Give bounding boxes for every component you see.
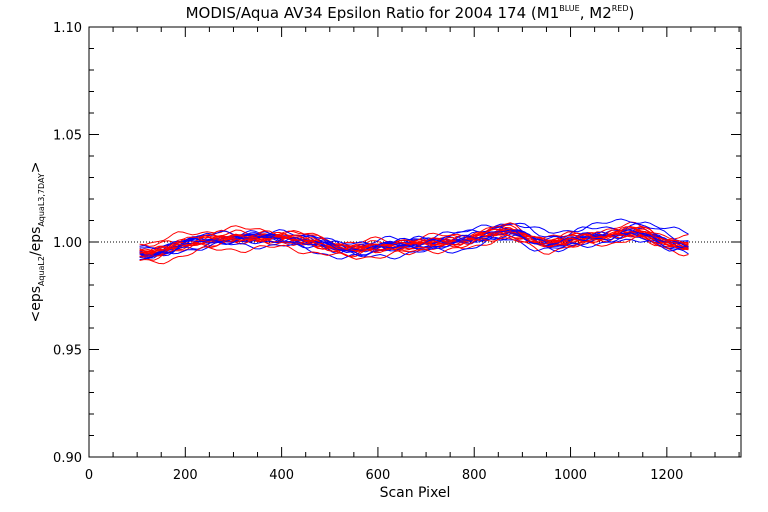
- x-axis-label: Scan Pixel: [380, 485, 451, 501]
- y-tick-label: 1.00: [53, 236, 82, 251]
- x-tick-labels: 0 200 400 600 800 1000 1200: [85, 468, 684, 483]
- series-line-m2-red: [139, 234, 689, 258]
- x-tick-label: 400: [269, 468, 294, 483]
- series-line-m1-blue: [139, 234, 689, 259]
- y-tick-label: 1.05: [53, 129, 82, 144]
- series-line-m1-blue: [139, 232, 689, 260]
- y-tick-label: 0.90: [53, 451, 82, 466]
- x-tick-label: 1200: [650, 468, 683, 483]
- title-end: ): [629, 4, 635, 22]
- chart-title: MODIS/Aqua AV34 Epsilon Ratio for 2004 1…: [186, 4, 635, 22]
- x-tick-label: 0: [85, 468, 93, 483]
- series-line-m2-red: [139, 232, 689, 265]
- x-tick-label: 200: [173, 468, 198, 483]
- ylabel-sub2: AquaL3,7DAY: [37, 173, 46, 226]
- ylabel-open: <eps: [28, 286, 44, 323]
- ylabel-sub1: AquaL2: [37, 256, 46, 286]
- y-tick-label: 1.10: [53, 21, 82, 36]
- y-tick-labels: 0.90 0.95 1.00 1.05 1.10: [53, 21, 82, 466]
- data-series: [139, 218, 689, 265]
- x-tick-label: 800: [462, 468, 487, 483]
- ylabel-slash: /eps: [28, 227, 44, 257]
- y-tick-label: 0.95: [53, 344, 82, 359]
- axis-ticks: [88, 26, 741, 458]
- series-line-m2-red: [139, 231, 689, 257]
- title-main: MODIS/Aqua AV34 Epsilon Ratio for 2004 1…: [186, 4, 560, 22]
- y-axis-label: <epsAquaL2/epsAquaL3,7DAY>: [28, 161, 46, 322]
- x-tick-label: 600: [366, 468, 391, 483]
- title-sup-red: RED: [612, 4, 629, 13]
- x-tick-label: 1000: [554, 468, 587, 483]
- title-sup-blue: BLUE: [559, 4, 579, 13]
- ylabel-close: >: [28, 161, 44, 173]
- title-mid: , M2: [580, 4, 612, 22]
